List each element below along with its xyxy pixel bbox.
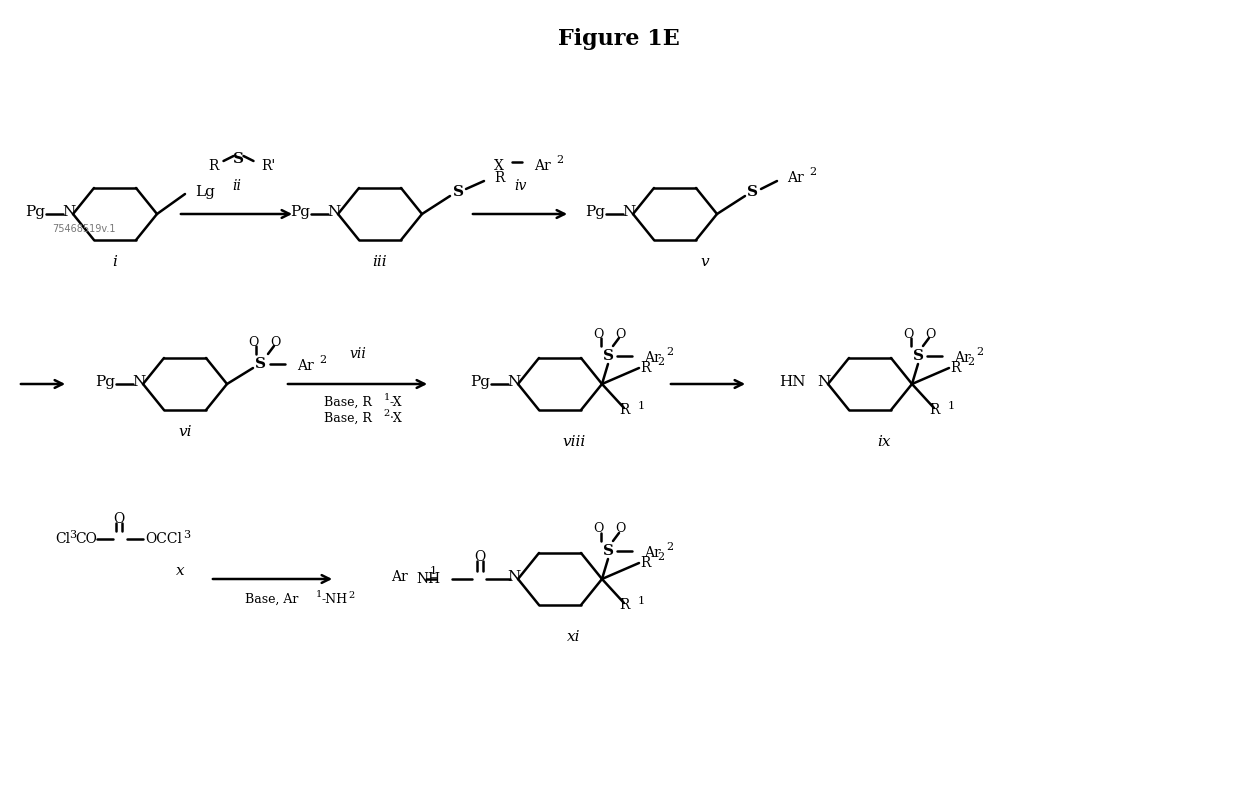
Text: Pg: Pg bbox=[470, 375, 489, 389]
Text: Ar: Ar bbox=[954, 351, 970, 365]
Text: O: O bbox=[615, 327, 626, 341]
Text: Ar: Ar bbox=[534, 159, 551, 173]
Text: S: S bbox=[602, 544, 613, 558]
Text: ii: ii bbox=[232, 179, 242, 193]
Text: O: O bbox=[114, 512, 125, 526]
Text: 1: 1 bbox=[384, 393, 390, 402]
Text: R: R bbox=[641, 361, 650, 375]
Text: 3: 3 bbox=[69, 530, 76, 540]
Text: -NH: -NH bbox=[322, 593, 348, 606]
Text: 2: 2 bbox=[966, 357, 974, 367]
Text: S: S bbox=[912, 349, 923, 363]
Text: OCCl: OCCl bbox=[145, 532, 182, 546]
Text: Cl: Cl bbox=[55, 532, 71, 546]
Text: xi: xi bbox=[567, 630, 581, 644]
Text: N: N bbox=[508, 570, 520, 584]
Text: iii: iii bbox=[373, 255, 388, 269]
Text: N: N bbox=[133, 375, 146, 389]
Text: Pg: Pg bbox=[290, 205, 310, 219]
Text: 2: 2 bbox=[348, 591, 354, 600]
Text: Pg: Pg bbox=[25, 205, 45, 219]
Text: N: N bbox=[62, 205, 76, 219]
Text: 2: 2 bbox=[976, 347, 983, 357]
Text: N: N bbox=[622, 205, 636, 219]
Text: N: N bbox=[508, 375, 520, 389]
Text: R: R bbox=[618, 403, 629, 417]
Text: Ar: Ar bbox=[787, 171, 804, 185]
Text: 2: 2 bbox=[657, 357, 664, 367]
Text: S: S bbox=[255, 357, 266, 371]
Text: O: O bbox=[248, 336, 258, 349]
Text: Ar: Ar bbox=[644, 546, 660, 560]
Text: O: O bbox=[592, 327, 603, 341]
Text: R: R bbox=[618, 598, 629, 612]
Text: N: N bbox=[818, 375, 830, 389]
Text: R: R bbox=[494, 171, 504, 185]
Text: 2: 2 bbox=[667, 542, 673, 552]
Text: R: R bbox=[950, 361, 960, 375]
Text: 1: 1 bbox=[430, 566, 437, 576]
Text: Pg: Pg bbox=[95, 375, 115, 389]
Text: i: i bbox=[113, 255, 118, 269]
Text: iv: iv bbox=[514, 179, 527, 193]
Text: R: R bbox=[929, 403, 939, 417]
Text: O: O bbox=[903, 327, 913, 341]
Text: v: v bbox=[701, 255, 709, 269]
Text: 1: 1 bbox=[638, 401, 646, 411]
Text: O: O bbox=[615, 522, 626, 535]
Text: ·X: ·X bbox=[389, 412, 403, 425]
Text: viii: viii bbox=[563, 435, 586, 449]
Text: 75468519v.1: 75468519v.1 bbox=[52, 224, 115, 234]
Text: NH: NH bbox=[416, 572, 440, 586]
Text: Ar: Ar bbox=[297, 359, 313, 373]
Text: S: S bbox=[233, 152, 244, 166]
Text: O: O bbox=[475, 550, 486, 564]
Text: 1: 1 bbox=[638, 596, 646, 606]
Text: O: O bbox=[592, 522, 603, 535]
Text: Base, Ar: Base, Ar bbox=[245, 593, 299, 606]
Text: S: S bbox=[452, 185, 463, 199]
Text: X: X bbox=[494, 159, 504, 173]
Text: 2: 2 bbox=[809, 167, 817, 177]
Text: R: R bbox=[208, 159, 218, 173]
Text: 2: 2 bbox=[318, 355, 326, 365]
Text: -X: -X bbox=[389, 396, 401, 409]
Text: 1: 1 bbox=[948, 401, 955, 411]
Text: O: O bbox=[924, 327, 935, 341]
Text: N: N bbox=[327, 205, 341, 219]
Text: R: R bbox=[641, 556, 650, 570]
Text: vii: vii bbox=[349, 347, 366, 361]
Text: HN: HN bbox=[779, 375, 805, 389]
Text: Ar: Ar bbox=[644, 351, 660, 365]
Text: 3: 3 bbox=[183, 530, 190, 540]
Text: Base, R: Base, R bbox=[323, 396, 372, 409]
Text: 2: 2 bbox=[657, 552, 664, 562]
Text: 2: 2 bbox=[556, 155, 563, 165]
Text: Pg: Pg bbox=[585, 205, 605, 219]
Text: R': R' bbox=[261, 159, 276, 173]
Text: S: S bbox=[747, 185, 758, 199]
Text: Lg: Lg bbox=[195, 185, 214, 199]
Text: vi: vi bbox=[178, 425, 192, 439]
Text: Ar: Ar bbox=[392, 570, 408, 584]
Text: ix: ix bbox=[877, 435, 891, 449]
Text: 1: 1 bbox=[316, 590, 322, 599]
Text: S: S bbox=[602, 349, 613, 363]
Text: O: O bbox=[270, 336, 280, 349]
Text: Figure 1E: Figure 1E bbox=[558, 28, 680, 50]
Text: Base, R: Base, R bbox=[323, 412, 372, 425]
Text: 2: 2 bbox=[667, 347, 673, 357]
Text: x: x bbox=[176, 564, 185, 578]
Text: 2: 2 bbox=[384, 409, 390, 418]
Text: CO: CO bbox=[76, 532, 97, 546]
